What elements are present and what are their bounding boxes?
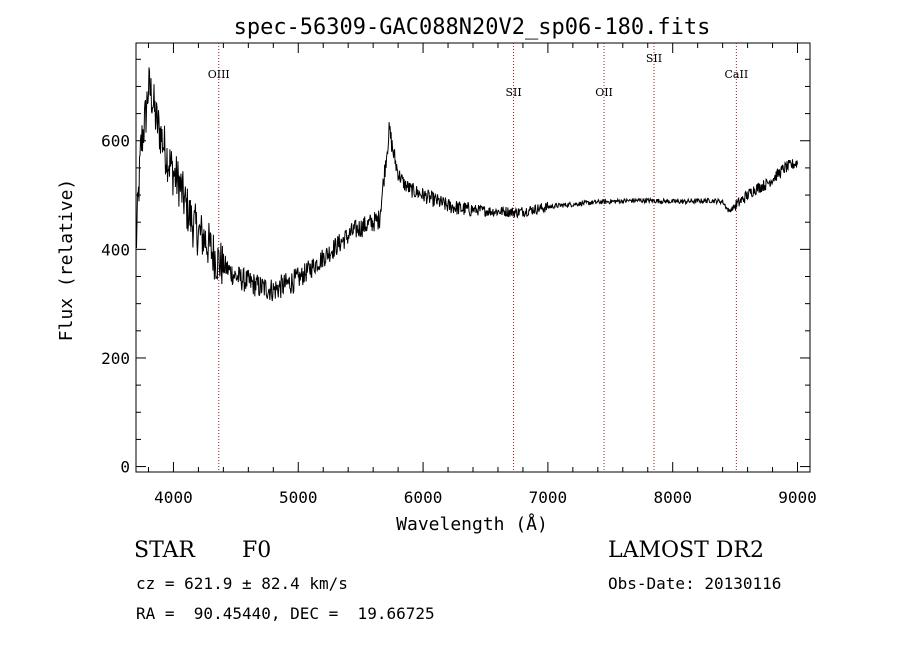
- y-axis-label: Flux (relative): [56, 179, 77, 342]
- y-tick-labels: 0 200 400 600: [101, 132, 130, 477]
- x-tick-label: 4000: [154, 488, 193, 507]
- x-tick-label: 8000: [653, 488, 692, 507]
- x-tick-label: 5000: [279, 488, 318, 507]
- annotation-label: OIII: [208, 68, 230, 81]
- x-tick-label: 7000: [529, 488, 568, 507]
- x-tick-label: 6000: [404, 488, 443, 507]
- series-line: [135, 67, 798, 302]
- axis-ticks: [136, 43, 810, 472]
- x-tick-label: 9000: [778, 488, 817, 507]
- annotation-label: SII: [505, 86, 521, 99]
- x-tick-labels: 4000 5000 6000 7000 8000 9000: [154, 488, 817, 507]
- survey-name: LAMOST DR2: [608, 538, 764, 563]
- y-tick-label: 400: [101, 240, 130, 259]
- y-tick-label: 0: [120, 458, 130, 477]
- annotation-label: CaII: [725, 68, 749, 81]
- x-axis-label: Wavelength (Å): [396, 513, 548, 535]
- annotation-label: SII: [646, 52, 662, 65]
- y-tick-label: 600: [101, 132, 130, 151]
- series-layer: [135, 67, 798, 302]
- y-tick-label: 200: [101, 349, 130, 368]
- object-subclass: F0: [242, 538, 272, 563]
- observation-date: Obs-Date: 20130116: [608, 574, 782, 593]
- object-type: STAR: [134, 538, 195, 563]
- coordinates: RA = 90.45440, DEC = 19.66725: [136, 604, 435, 623]
- redshift-info: cz = 621.9 ± 82.4 km/s: [136, 574, 348, 593]
- plot-frame: [135, 42, 811, 473]
- annotation-label: OII: [595, 86, 613, 99]
- line-annotations: OIII SII OII SII CaII: [208, 43, 748, 472]
- chart-title: spec-56309-GAC088N20V2_sp06-180.fits: [234, 15, 711, 40]
